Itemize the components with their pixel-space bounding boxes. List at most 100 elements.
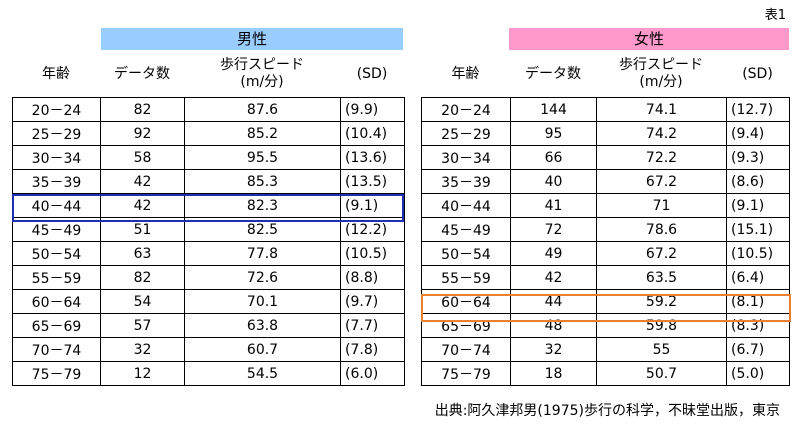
female-count-cell: 18: [510, 361, 597, 386]
male-age-cell: 50－54: [12, 241, 101, 266]
female-table-row: 55－59 42 63.5 (6.4): [421, 265, 790, 290]
female-table: 20－24 144 74.1 (12.7) 25－29 95 74.2 (9.4) 30－34 6…: [421, 97, 790, 386]
female-sd-cell: (9.3): [726, 145, 790, 170]
female-age-cell: 20－24: [421, 97, 511, 122]
male-table-row: 65－69 57 63.8 (7.7): [12, 313, 405, 338]
female-sd-cell: (8.3): [726, 313, 790, 338]
female-speed-cell: 78.6: [596, 217, 727, 242]
female-age-cell: 40－44: [421, 193, 511, 218]
male-speed-cell: 87.6: [184, 97, 341, 122]
male-sd-cell: (6.0): [340, 361, 405, 386]
male-speed-cell: 82.3: [184, 193, 341, 218]
female-speed-cell: 72.2: [596, 145, 727, 170]
female-age-cell: 45－49: [421, 217, 511, 242]
male-table-row: 60－64 54 70.1 (9.7): [12, 289, 405, 314]
male-count-cell: 32: [100, 337, 185, 362]
male-header-sd: (SD): [356, 65, 388, 82]
source-note: 出典:阿久津邦男(1975)歩行の科学，不昧堂出版，東京: [434, 403, 780, 419]
male-header-age: 年齢: [42, 65, 70, 82]
male-sd-cell: (9.7): [340, 289, 405, 314]
female-table-row: 25－29 95 74.2 (9.4): [421, 121, 790, 146]
female-sd-cell: (15.1): [726, 217, 790, 242]
male-sd-cell: (9.9): [340, 97, 405, 122]
male-speed-cell: 85.2: [184, 121, 341, 146]
female-table-row: 50－54 49 67.2 (10.5): [421, 241, 790, 266]
male-table-row: 45－49 51 82.5 (12.2): [12, 217, 405, 242]
male-header-speed-unit: (m/分): [240, 74, 284, 90]
male-count-cell: 63: [100, 241, 185, 266]
female-speed-cell: 67.2: [596, 241, 727, 266]
female-count-cell: 72: [510, 217, 597, 242]
female-count-cell: 95: [510, 121, 597, 146]
female-header-speed-line1: 歩行スピード: [619, 57, 703, 73]
male-table-row: 50－54 63 77.8 (10.5): [12, 241, 405, 266]
male-age-cell: 25－29: [12, 121, 101, 146]
male-age-cell: 20－24: [12, 97, 101, 122]
female-age-cell: 75－79: [421, 361, 511, 386]
male-speed-cell: 85.3: [184, 169, 341, 194]
male-speed-cell: 82.5: [184, 217, 341, 242]
male-count-cell: 51: [100, 217, 185, 242]
female-speed-cell: 71: [596, 193, 727, 218]
male-sd-cell: (12.2): [340, 217, 405, 242]
male-header-count: データ数: [114, 65, 170, 82]
male-sd-cell: (10.4): [340, 121, 405, 146]
female-count-cell: 40: [510, 169, 597, 194]
male-age-cell: 30－34: [12, 145, 101, 170]
female-age-cell: 35－39: [421, 169, 511, 194]
female-table-row: 40－44 41 71 (9.1): [421, 193, 790, 218]
male-age-cell: 45－49: [12, 217, 101, 242]
female-sd-cell: (12.7): [726, 97, 790, 122]
male-table: 20－24 82 87.6 (9.9) 25－29 92 85.2 (10.4) 30－34 58…: [12, 97, 405, 386]
male-speed-cell: 60.7: [184, 337, 341, 362]
male-sd-cell: (13.6): [340, 145, 405, 170]
female-count-cell: 49: [510, 241, 597, 266]
female-speed-cell: 59.8: [596, 313, 727, 338]
female-table-row: 60－64 44 59.2 (8.1): [421, 289, 790, 314]
male-count-cell: 58: [100, 145, 185, 170]
female-speed-cell: 67.2: [596, 169, 727, 194]
male-table-row: 20－24 82 87.6 (9.9): [12, 97, 405, 122]
male-table-row: 25－29 92 85.2 (10.4): [12, 121, 405, 146]
male-age-cell: 60－64: [12, 289, 101, 314]
male-table-row: 75－79 12 54.5 (6.0): [12, 361, 405, 386]
male-table-row: 40－44 42 82.3 (9.1): [12, 193, 405, 218]
male-sd-cell: (8.8): [340, 265, 405, 290]
female-sd-cell: (9.1): [726, 193, 790, 218]
male-table-row: 30－34 58 95.5 (13.6): [12, 145, 405, 170]
male-speed-cell: 54.5: [184, 361, 341, 386]
male-table-row: 70－74 32 60.7 (7.8): [12, 337, 405, 362]
female-table-row: 65－69 48 59.8 (8.3): [421, 313, 790, 338]
female-speed-cell: 59.2: [596, 289, 727, 314]
table-caption: 表1: [764, 8, 786, 23]
female-sd-cell: (8.1): [726, 289, 790, 314]
male-age-cell: 65－69: [12, 313, 101, 338]
female-header-count: データ数: [525, 65, 581, 82]
female-count-cell: 66: [510, 145, 597, 170]
male-age-cell: 55－59: [12, 265, 101, 290]
female-sd-cell: (6.4): [726, 265, 790, 290]
female-count-cell: 42: [510, 265, 597, 290]
female-speed-cell: 63.5: [596, 265, 727, 290]
female-age-cell: 50－54: [421, 241, 511, 266]
male-count-cell: 57: [100, 313, 185, 338]
male-count-cell: 54: [100, 289, 185, 314]
female-speed-cell: 74.2: [596, 121, 727, 146]
female-count-cell: 32: [510, 337, 597, 362]
female-header-band: 女性: [509, 28, 789, 50]
male-count-cell: 92: [100, 121, 185, 146]
male-table-row: 35－39 42 85.3 (13.5): [12, 169, 405, 194]
male-speed-cell: 95.5: [184, 145, 341, 170]
female-sd-cell: (6.7): [726, 337, 790, 362]
male-sd-cell: (7.8): [340, 337, 405, 362]
female-header-speed-unit: (m/分): [639, 74, 683, 90]
male-count-cell: 42: [100, 193, 185, 218]
female-speed-cell: 50.7: [596, 361, 727, 386]
female-header-sd: (SD): [742, 65, 773, 82]
female-speed-cell: 55: [596, 337, 727, 362]
female-age-cell: 25－29: [421, 121, 511, 146]
male-sd-cell: (9.1): [340, 193, 405, 218]
male-sd-cell: (7.7): [340, 313, 405, 338]
female-age-cell: 70－74: [421, 337, 511, 362]
male-age-cell: 35－39: [12, 169, 101, 194]
